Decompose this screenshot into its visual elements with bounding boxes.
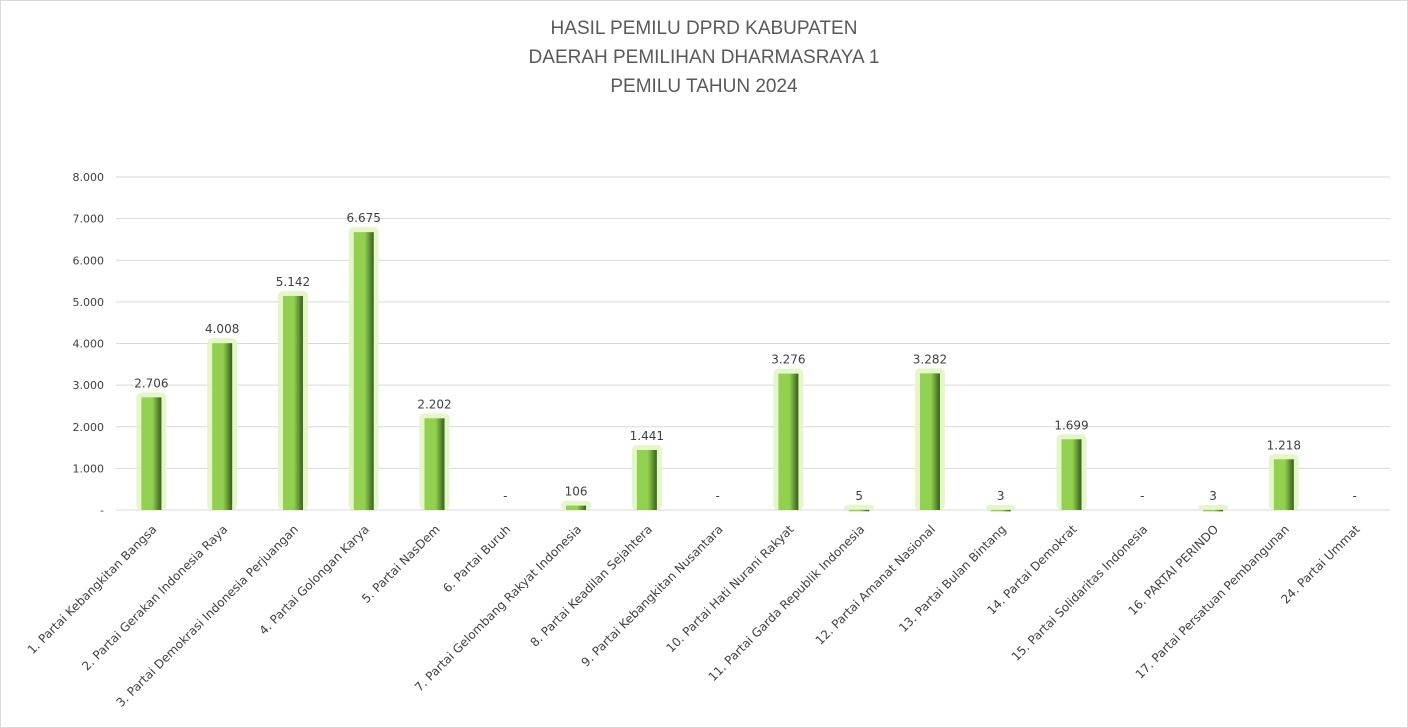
category-label: 2. Partai Gerakan Indonesia Raya [79, 522, 230, 673]
data-label: 6.675 [347, 211, 381, 225]
bars [136, 227, 1299, 512]
gridlines [116, 176, 1390, 511]
data-label: - [503, 489, 507, 503]
chart-title-line-2: DAERAH PEMILIHAN DHARMASRAYA 1 [529, 47, 880, 68]
bar [1061, 439, 1082, 510]
bar [1273, 459, 1294, 510]
category-label: 10. Partai Hati Nurani Rakyat [664, 522, 797, 655]
category-label: 1. Partai Kebangkitan Bangsa [25, 522, 160, 657]
y-tick-label: 3.000 [73, 379, 105, 392]
y-tick-label: 5.000 [73, 296, 105, 309]
data-label: 3.276 [771, 353, 805, 367]
data-label: 5 [855, 489, 863, 503]
category-label: 8. Partai Keadilan Sejahtera [528, 522, 655, 649]
bar [212, 343, 233, 510]
category-label: 5. Partai NasDem [359, 522, 443, 606]
y-axis-ticks: - 1.000 2.000 3.000 4.000 5.000 6.000 7.000 8.00… [73, 171, 105, 517]
bar [919, 373, 940, 510]
data-label: 1.441 [630, 429, 664, 443]
bar-glow [985, 504, 1016, 510]
y-tick-label: 7.000 [73, 213, 105, 226]
category-label: 17. Partai Persatuan Pembangunan [1133, 522, 1292, 681]
data-label: - [715, 489, 719, 503]
data-labels: 2.706 4.008 5.142 6.675 2.202 - 106 1.441 - 3.276… [134, 211, 1357, 503]
bar [1203, 509, 1224, 512]
y-tick-label: 1.000 [73, 462, 105, 475]
bar [849, 509, 870, 512]
bar [282, 295, 303, 510]
chart-title-line-1: HASIL PEMILU DPRD KABUPATEN [551, 18, 858, 39]
data-label: 1.218 [1267, 438, 1301, 452]
data-label: 2.706 [134, 376, 168, 390]
data-label: 5.142 [276, 275, 310, 289]
data-label: - [1140, 489, 1144, 503]
bar [566, 505, 587, 510]
data-label: - [1352, 489, 1356, 503]
category-label: 12. Partai Amanat Nasional [813, 522, 938, 647]
chart-title-line-3: PEMILU TAHUN 2024 [610, 76, 798, 97]
data-label: 2.202 [417, 397, 451, 411]
bar [424, 418, 445, 510]
bar [778, 373, 799, 510]
y-tick-label: 6.000 [73, 254, 105, 267]
category-label: 24. Partai Ummat [1278, 522, 1363, 607]
y-tick-label: - [100, 504, 104, 517]
data-label: 3 [997, 489, 1005, 503]
bar [353, 232, 374, 510]
data-label: 106 [565, 485, 588, 499]
data-label: 3.282 [913, 352, 947, 366]
y-tick-label: 8.000 [73, 171, 105, 184]
category-label: 11. Partai Garda Republik Indonesia [706, 522, 868, 684]
y-tick-label: 2.000 [73, 421, 105, 434]
y-tick-label: 4.000 [73, 338, 105, 351]
bar [636, 450, 657, 510]
category-label: 15. Partai Solidaritas Indonesia [1009, 522, 1151, 664]
bar-glow [1198, 504, 1229, 510]
category-label: 6. Partai Buruh [440, 522, 513, 595]
bar [141, 397, 162, 510]
data-label: 4.008 [205, 322, 239, 336]
category-label: 9. Partai Kebangkitan Nusantara [579, 522, 726, 669]
bar [990, 509, 1011, 512]
bar-glow [844, 504, 875, 510]
data-label: 3 [1209, 489, 1217, 503]
data-label: 1.699 [1054, 418, 1088, 432]
